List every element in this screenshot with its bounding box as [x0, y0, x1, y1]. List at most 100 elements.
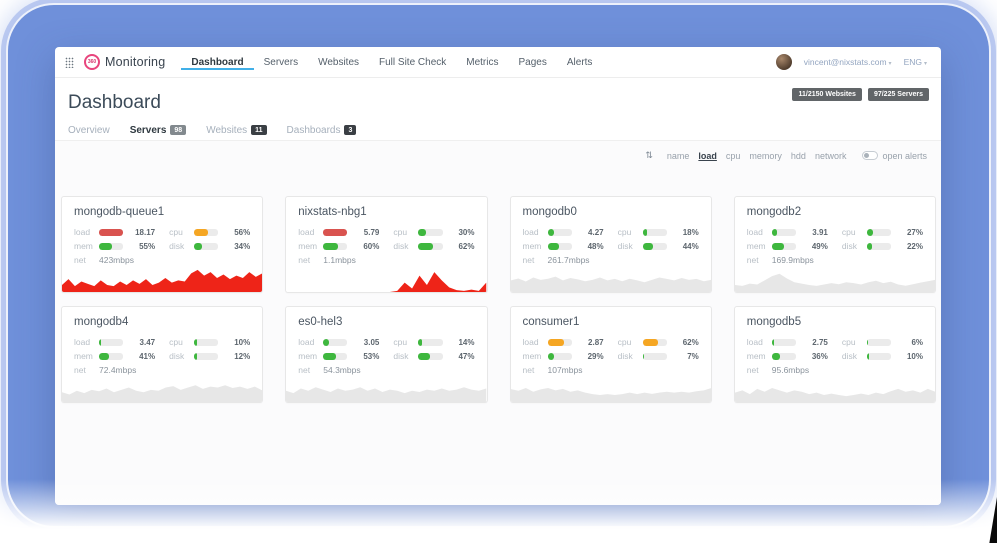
nav-item-full-site-check[interactable]: Full Site Check	[379, 56, 447, 68]
sort-option-network[interactable]: network	[814, 150, 847, 161]
metric-row-cpu: cpu 27%	[842, 225, 923, 239]
logo[interactable]: 360 Monitoring	[84, 54, 165, 70]
metric-value-cpu: 30%	[458, 227, 475, 237]
metric-bar-disk	[194, 352, 219, 360]
metric-value-load: 18.17	[135, 227, 156, 237]
metric-row-net: net 54.3mbps	[298, 363, 379, 377]
language-menu[interactable]: ENG ▾	[904, 57, 927, 67]
metric-value-disk: 10%	[906, 351, 923, 361]
metric-value-cpu: 10%	[234, 337, 251, 347]
metric-bar-load	[547, 338, 572, 346]
metric-row-disk: disk 62%	[393, 239, 474, 253]
metric-bar-fill-disk	[418, 352, 430, 360]
metric-row-load: load 5.79	[298, 225, 379, 239]
user-avatar[interactable]	[775, 54, 792, 70]
user-email-menu[interactable]: vincent@nixstats.com ▾	[804, 57, 892, 67]
server-name: mongodb0	[522, 206, 577, 218]
server-card[interactable]: mongodb0 load 4.27 mem 48% net 261.7mbps cpu 18%…	[509, 196, 712, 293]
metric-label-mem: mem	[746, 351, 766, 361]
tab-overview[interactable]: Overview	[68, 120, 110, 140]
metric-bar-fill-load	[771, 228, 778, 236]
metric-row-disk: disk 34%	[169, 239, 250, 253]
metrics-right-column: cpu 14% disk 47%	[393, 335, 474, 377]
metric-bar-fill-load	[99, 228, 124, 236]
nav-item-dashboard[interactable]: Dashboard	[181, 55, 254, 70]
server-metrics: load 18.17 mem 55% net 423mbps cpu 56% disk 34%	[62, 225, 262, 267]
sort-option-name[interactable]: name	[666, 150, 690, 161]
tab-websites[interactable]: Websites 11	[206, 120, 267, 140]
sort-option-load[interactable]: load	[698, 150, 717, 161]
tab-dashboards[interactable]: Dashboards 3	[287, 120, 357, 140]
metric-label-disk: disk	[841, 351, 857, 361]
metric-row-net: net 95.6mbps	[747, 363, 828, 377]
metric-bar-fill-cpu	[642, 228, 647, 236]
nav-item-pages[interactable]: Pages	[518, 56, 547, 68]
server-card[interactable]: mongodb4 load 3.47 mem 41% net 72.4mbps cpu 10% d…	[61, 306, 264, 403]
metric-bar-fill-mem	[547, 242, 560, 250]
metric-bar-mem	[771, 242, 796, 250]
metric-row-mem: mem 55%	[74, 239, 155, 253]
server-name: consumer1	[522, 316, 580, 328]
metric-bar-fill-mem	[99, 242, 113, 250]
metric-value-cpu: 14%	[458, 337, 475, 347]
metric-bar-cpu	[866, 228, 891, 236]
metric-label-mem: mem	[746, 241, 766, 251]
open-alerts-toggle[interactable]	[862, 151, 879, 160]
metric-value-disk: 44%	[682, 241, 699, 251]
metric-row-mem: mem 36%	[747, 349, 828, 363]
metric-value-net: 1.1mbps	[323, 255, 356, 265]
metric-row-disk: disk 47%	[393, 349, 474, 363]
metric-row-disk: disk 22%	[842, 239, 923, 253]
nav-item-alerts[interactable]: Alerts	[566, 56, 593, 68]
tab-label: Overview	[68, 124, 110, 136]
server-card[interactable]: es0-hel3 load 3.05 mem 53% net 54.3mbps cpu 14% d…	[285, 306, 488, 403]
sort-option-cpu[interactable]: cpu	[725, 150, 741, 161]
server-card[interactable]: mongodb5 load 2.75 mem 36% net 95.6mbps cpu 6% di…	[733, 306, 936, 403]
metric-row-net: net 169.9mbps	[747, 253, 828, 267]
metric-bar-fill-mem	[99, 352, 109, 360]
metric-bar-load	[771, 228, 796, 236]
metric-bar-mem	[99, 242, 124, 250]
metric-value-mem: 29%	[587, 351, 604, 361]
nav-item-servers[interactable]: Servers	[263, 56, 299, 68]
app-window: 360 Monitoring Dashboard Servers Websites F…	[55, 47, 941, 505]
metric-label-load: load	[74, 227, 91, 237]
metric-label-disk: disk	[393, 351, 409, 361]
sparkline-chart	[734, 377, 935, 402]
metric-row-load: load 3.47	[74, 335, 155, 349]
server-name: nixstats-nbg1	[298, 206, 367, 218]
nav-item-websites[interactable]: Websites	[318, 56, 360, 68]
sort-option-hdd[interactable]: hdd	[790, 150, 806, 161]
metric-bar-mem	[547, 242, 572, 250]
sort-option-memory[interactable]: memory	[749, 150, 782, 161]
metric-bar-fill-load	[547, 338, 565, 346]
server-card[interactable]: mongodb-queue1 load 18.17 mem 55% net 423mbps c…	[61, 196, 264, 293]
server-name: mongodb2	[746, 206, 802, 218]
sort-options: name load cpu memory hdd network	[658, 151, 847, 161]
app-grid-icon[interactable]	[65, 56, 74, 68]
server-card[interactable]: nixstats-nbg1 load 5.79 mem 60% net 1.1mbps cpu…	[285, 196, 488, 293]
server-card[interactable]: mongodb2 load 3.91 mem 49% net 169.9mbps cpu 27%…	[733, 196, 936, 293]
nav-item-metrics[interactable]: Metrics	[466, 56, 499, 68]
open-alerts-label[interactable]: open alerts	[882, 150, 927, 161]
metric-row-load: load 3.05	[298, 335, 379, 349]
metric-label-cpu: cpu	[169, 227, 183, 237]
server-name: mongodb4	[74, 316, 129, 328]
metric-label-net: net	[746, 365, 759, 375]
metric-row-net: net 1.1mbps	[298, 253, 379, 267]
logo-text: Monitoring	[105, 55, 166, 69]
metric-value-mem: 36%	[811, 351, 828, 361]
server-name: mongodb5	[746, 316, 802, 328]
metric-bar-fill-mem	[323, 352, 337, 360]
server-card[interactable]: consumer1 load 2.87 mem 29% net 107mbps cpu 62% d…	[509, 306, 712, 403]
metric-bar-fill-load	[771, 338, 774, 346]
metric-bar-disk	[642, 242, 667, 250]
metric-row-load: load 18.17	[74, 225, 155, 239]
metric-label-load: load	[746, 337, 763, 347]
metric-row-load: load 2.87	[523, 335, 604, 349]
metric-row-mem: mem 29%	[523, 349, 604, 363]
metric-value-disk: 34%	[234, 241, 251, 251]
tab-count-badge: 98	[170, 125, 187, 135]
tab-servers[interactable]: Servers 98	[130, 120, 187, 140]
